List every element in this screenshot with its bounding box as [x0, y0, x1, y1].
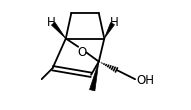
Polygon shape — [90, 62, 99, 91]
Polygon shape — [52, 22, 66, 38]
Polygon shape — [104, 23, 114, 38]
Text: O: O — [77, 46, 86, 59]
Text: H: H — [47, 16, 55, 28]
Text: H: H — [110, 16, 119, 28]
Text: OH: OH — [137, 74, 155, 87]
